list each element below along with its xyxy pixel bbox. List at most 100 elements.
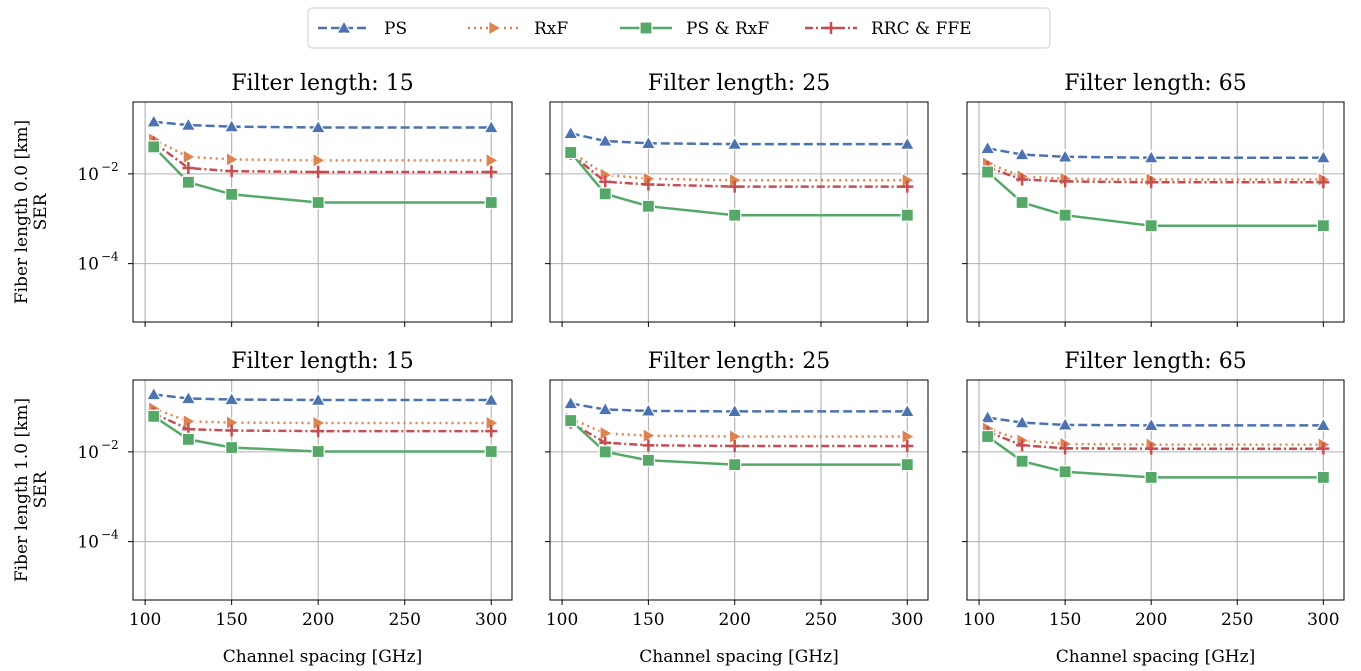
panel-0-1: Filter length: 25 xyxy=(545,71,929,327)
data-point-4 xyxy=(1317,176,1330,189)
x-axis-label: Channel spacing [GHz] xyxy=(223,647,422,667)
data-point-1 xyxy=(181,175,195,189)
panel-0-2: Filter length: 65 xyxy=(962,71,1345,327)
series-line xyxy=(570,417,908,438)
y-axis-label-line2: SER xyxy=(31,192,51,230)
axes-frame xyxy=(966,101,1345,323)
data-point-2 xyxy=(1057,416,1074,431)
data-point-4 xyxy=(483,391,500,406)
data-point-1 xyxy=(1016,439,1029,452)
data-point-3 xyxy=(1145,442,1158,455)
data-point-1 xyxy=(598,187,612,201)
ytick-label-0: 10 xyxy=(77,165,99,185)
xtick-label-4: 300 xyxy=(1307,610,1339,630)
data-point-4 xyxy=(484,195,498,210)
xtick-label-3: 250 xyxy=(1221,610,1253,630)
panel-title: Filter length: 15 xyxy=(231,349,413,374)
xtick-label-0: 100 xyxy=(963,610,995,630)
data-point-4 xyxy=(484,444,498,459)
panel-1-2: 100 150 200 250 300 Filter length: 65 Channel … xyxy=(962,349,1345,667)
series-psrxf xyxy=(564,413,914,472)
axes-frame xyxy=(132,379,513,601)
data-point-2 xyxy=(225,440,239,455)
ytick-exponent-1: −4 xyxy=(101,250,119,264)
data-point-2 xyxy=(1058,465,1072,479)
series-line xyxy=(569,150,908,182)
x-axis-label: Channel spacing [GHz] xyxy=(639,647,838,667)
data-point-2 xyxy=(1057,148,1074,163)
data-point-1 xyxy=(1015,195,1029,210)
series-line xyxy=(987,162,1324,181)
data-point-2 xyxy=(223,391,240,406)
data-point-1 xyxy=(598,445,612,459)
legend-label-3: RRC & FFE xyxy=(871,19,972,39)
series-rxf xyxy=(147,131,500,169)
data-point-2 xyxy=(641,199,655,213)
data-point-0 xyxy=(145,386,162,401)
panel-title: Filter length: 65 xyxy=(1064,71,1246,96)
data-point-4 xyxy=(901,440,914,453)
data-point-3 xyxy=(1144,470,1158,484)
data-point-0 xyxy=(564,413,578,428)
data-point-4 xyxy=(900,458,914,472)
data-point-2 xyxy=(640,135,657,150)
data-point-4 xyxy=(485,152,500,169)
series-ps xyxy=(979,140,1332,164)
data-point-4 xyxy=(1315,149,1332,164)
series-line xyxy=(570,402,908,413)
xtick-label-1: 150 xyxy=(215,610,247,630)
data-point-1 xyxy=(182,162,195,175)
panel-title: Filter length: 25 xyxy=(648,71,830,96)
series-ps xyxy=(979,409,1332,432)
data-point-0 xyxy=(147,140,161,154)
data-point-4 xyxy=(1316,470,1330,484)
data-point-1 xyxy=(599,175,612,188)
series-ps xyxy=(562,125,916,150)
series-line xyxy=(153,393,492,402)
xtick-label-0: 100 xyxy=(129,610,161,630)
data-point-4 xyxy=(483,119,500,134)
data-point-3 xyxy=(726,403,743,418)
data-point-2 xyxy=(642,439,655,452)
legend-marker-3 xyxy=(825,22,837,34)
data-point-0 xyxy=(564,145,578,160)
xtick-label-1: 150 xyxy=(1049,610,1081,630)
data-point-2 xyxy=(223,118,240,133)
data-point-2 xyxy=(642,178,655,191)
panel-title: Filter length: 25 xyxy=(648,349,830,374)
data-point-1 xyxy=(181,432,195,446)
series-psrxf xyxy=(981,429,1330,484)
data-point-1 xyxy=(182,148,197,165)
axes-frame xyxy=(966,379,1345,601)
axes-frame xyxy=(549,101,929,323)
y-axis-label-line1: Fiber length 0.0 [km] xyxy=(12,120,32,304)
data-point-4 xyxy=(901,428,916,445)
data-point-3 xyxy=(312,152,327,169)
data-point-3 xyxy=(1143,149,1160,164)
data-point-4 xyxy=(1317,442,1330,455)
data-point-3 xyxy=(311,444,325,459)
legend-label-0: PS xyxy=(384,19,407,39)
ytick-label-0: 10 xyxy=(77,443,99,463)
data-point-0 xyxy=(979,409,996,424)
data-point-0 xyxy=(981,165,995,179)
series-ps xyxy=(145,386,500,406)
data-point-2 xyxy=(225,187,239,201)
data-point-4 xyxy=(1315,417,1332,432)
legend: PS RxF PS & RxF RRC & FFE xyxy=(307,7,1051,49)
data-point-0 xyxy=(981,429,995,444)
legend-frame xyxy=(307,7,1051,49)
data-point-1 xyxy=(597,132,614,147)
series-line xyxy=(153,120,492,129)
axes-frame xyxy=(132,101,513,323)
y-axis-label-line2: SER xyxy=(31,470,51,508)
series-line xyxy=(152,146,492,204)
legend-marker-0 xyxy=(335,19,353,34)
data-point-1 xyxy=(1016,173,1029,186)
data-point-3 xyxy=(310,391,327,406)
data-point-1 xyxy=(1015,454,1029,468)
data-point-1 xyxy=(597,401,614,416)
xtick-label-2: 200 xyxy=(302,610,334,630)
series-line xyxy=(153,407,492,425)
data-point-1 xyxy=(180,116,197,131)
